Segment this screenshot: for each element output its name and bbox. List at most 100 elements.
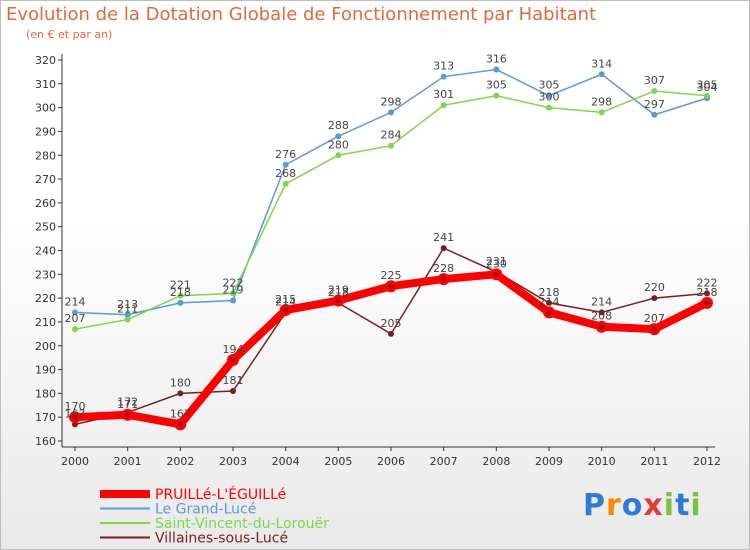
y-tick-label: 240 xyxy=(35,245,56,258)
data-label: 214 xyxy=(65,295,86,308)
data-point xyxy=(546,299,552,306)
data-point xyxy=(598,109,605,116)
data-point xyxy=(177,292,184,299)
data-label: 194 xyxy=(223,343,244,356)
data-label: 305 xyxy=(486,79,507,92)
x-tick-label: 2008 xyxy=(482,455,510,468)
data-point xyxy=(335,133,342,140)
legend-label: Villaines-sous-Lucé xyxy=(155,531,288,547)
x-tick-label: 2001 xyxy=(114,455,142,468)
data-point xyxy=(72,309,78,316)
data-point xyxy=(72,326,78,333)
data-point-center xyxy=(125,412,131,418)
data-label: 276 xyxy=(275,148,296,161)
data-label: 170 xyxy=(65,400,86,413)
data-point xyxy=(124,316,131,323)
data-point xyxy=(704,290,710,297)
logo-letter: x xyxy=(643,488,664,523)
y-tick-label: 180 xyxy=(35,387,56,400)
data-label: 307 xyxy=(644,74,665,87)
data-point xyxy=(177,299,184,306)
data-label: 180 xyxy=(170,376,191,389)
y-tick-label: 280 xyxy=(35,149,56,162)
data-label: 219 xyxy=(223,284,244,297)
data-point xyxy=(546,104,552,111)
data-label: 222 xyxy=(697,276,718,289)
data-label: 213 xyxy=(117,298,138,311)
data-label: 231 xyxy=(486,255,507,268)
data-label: 220 xyxy=(644,281,665,294)
data-point xyxy=(388,330,394,337)
data-label: 181 xyxy=(223,374,244,387)
data-point-center xyxy=(177,421,183,427)
data-point xyxy=(546,92,552,99)
data-label: 207 xyxy=(65,312,86,325)
logo-letter: P xyxy=(583,488,606,523)
data-label: 218 xyxy=(170,286,191,299)
y-tick-label: 190 xyxy=(35,364,56,377)
proxiti-logo: Proxiti xyxy=(583,488,702,523)
data-point xyxy=(230,290,236,297)
data-label: 314 xyxy=(591,57,612,70)
data-label: 305 xyxy=(697,79,718,92)
x-tick-label: 2010 xyxy=(588,455,616,468)
data-label: 313 xyxy=(433,60,454,73)
y-tick-label: 300 xyxy=(35,102,56,115)
data-point xyxy=(651,295,658,302)
logo-letter: i xyxy=(663,488,676,523)
data-label: 218 xyxy=(328,286,349,299)
data-label: 298 xyxy=(591,95,612,108)
data-label: 167 xyxy=(65,407,86,420)
data-point xyxy=(440,73,447,80)
data-label: 211 xyxy=(117,303,138,316)
data-point-center xyxy=(651,326,657,332)
data-point-center xyxy=(441,276,447,282)
data-point-center xyxy=(335,298,341,304)
data-label: 298 xyxy=(381,95,402,108)
data-point xyxy=(440,245,447,252)
x-tick-label: 2000 xyxy=(61,455,89,468)
data-label: 218 xyxy=(539,286,560,299)
data-label: 284 xyxy=(381,129,402,142)
data-point xyxy=(651,111,658,118)
data-point-center xyxy=(72,414,78,420)
data-label: 219 xyxy=(328,284,349,297)
x-tick-label: 2004 xyxy=(272,455,300,468)
data-label: 214 xyxy=(539,295,560,308)
x-tick-label: 2002 xyxy=(166,455,194,468)
data-label: 171 xyxy=(117,398,138,411)
data-label: 297 xyxy=(644,98,665,111)
x-tick-label: 2003 xyxy=(219,455,247,468)
y-tick-label: 170 xyxy=(35,411,56,424)
data-label: 304 xyxy=(697,81,718,94)
data-label: 301 xyxy=(433,88,454,101)
data-point xyxy=(230,297,236,304)
legend-label: Le Grand-Lucé xyxy=(155,502,256,518)
data-label: 241 xyxy=(433,231,454,244)
y-tick-label: 250 xyxy=(35,221,56,234)
data-label: 214 xyxy=(591,295,612,308)
data-point xyxy=(335,152,342,159)
chart-subtitle: (en € et par an) xyxy=(26,28,113,41)
data-label: 221 xyxy=(170,279,191,292)
data-point xyxy=(282,161,289,168)
y-tick-label: 160 xyxy=(35,435,56,448)
data-label: 205 xyxy=(381,317,402,330)
data-label: 305 xyxy=(539,79,560,92)
legend-label: PRUILLé-L'ÉGUILLé xyxy=(155,486,286,503)
data-label: 230 xyxy=(486,257,507,270)
data-label: 172 xyxy=(117,395,138,408)
data-label: 167 xyxy=(170,407,191,420)
x-tick-label: 2009 xyxy=(535,455,563,468)
y-tick-label: 200 xyxy=(35,340,56,353)
data-label: 222 xyxy=(223,276,244,289)
logo-letter: r xyxy=(606,488,622,523)
data-label: 228 xyxy=(433,262,454,275)
y-tick-label: 270 xyxy=(35,173,56,186)
data-point xyxy=(282,180,289,187)
data-point-center xyxy=(599,324,605,330)
x-tick-label: 2006 xyxy=(377,455,405,468)
y-tick-label: 210 xyxy=(35,316,56,329)
data-point-center xyxy=(493,271,499,277)
